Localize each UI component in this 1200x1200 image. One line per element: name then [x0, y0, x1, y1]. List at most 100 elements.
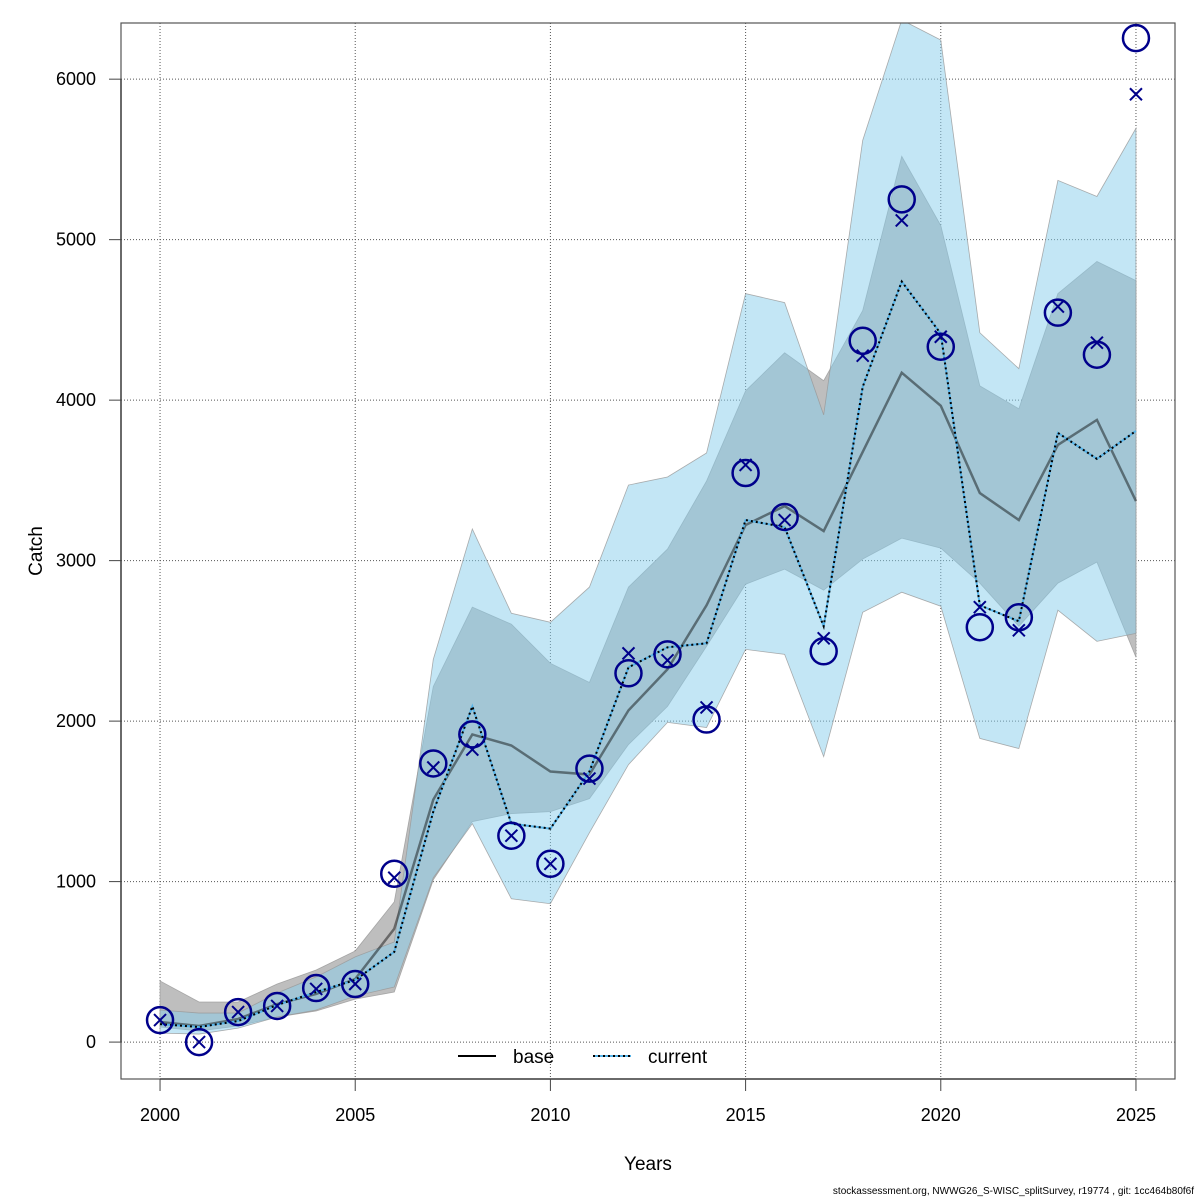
observed-point: [965, 612, 995, 642]
line-base: [159, 370, 1138, 1028]
predicted-cross-stroke: [660, 653, 675, 667]
predicted-cross-stroke: [816, 631, 831, 646]
predicted-cross-stroke: [1051, 299, 1065, 314]
observed-point: [770, 502, 799, 532]
predicted-cross-stroke: [777, 513, 792, 527]
x-tick-label: 2015: [726, 1105, 766, 1125]
predicted-cross-stroke: [270, 999, 284, 1013]
predicted-point: [387, 871, 401, 885]
predicted-cross-stroke: [504, 828, 519, 843]
predicted-cross-stroke: [582, 771, 597, 786]
predicted-point: [348, 977, 362, 991]
observed-point: [458, 720, 487, 749]
predicted-cross-stroke: [153, 1013, 167, 1027]
x-axis-title: Years: [624, 1154, 672, 1175]
predicted-cross-stroke: [348, 977, 362, 991]
y-tick-label: 5000: [56, 230, 96, 250]
observed-point: [575, 754, 604, 783]
predicted-point: [192, 1035, 206, 1049]
y-tick-label: 1000: [56, 872, 96, 892]
predicted-cross-stroke: [621, 646, 636, 661]
predicted-point: [465, 742, 480, 757]
predicted-point: [1129, 87, 1143, 101]
predicted-cross-stroke: [699, 700, 714, 715]
observed-point: [223, 997, 253, 1027]
predicted-point: [973, 600, 987, 614]
predicted-point: [777, 513, 792, 527]
predicted-point: [153, 1013, 167, 1027]
y-tick-label: 3000: [56, 551, 96, 571]
data-points: [145, 23, 1151, 1057]
predicted-point: [895, 213, 909, 228]
observed-point: [653, 640, 682, 669]
x-tick-label: 2000: [140, 1105, 180, 1125]
predicted-point: [816, 631, 831, 646]
predicted-point: [934, 330, 948, 344]
y-axis-title: Catch: [26, 526, 47, 576]
legend-base-label: base: [513, 1047, 554, 1068]
line-current-underlay: [159, 279, 1137, 1029]
observed-point: [419, 749, 448, 778]
predicted-cross-stroke: [231, 1005, 245, 1019]
observed-point: [1121, 23, 1151, 53]
y-tick-label: 4000: [56, 390, 96, 410]
axes: 2000 2005 2010 2015 2020 2025 0 1000 2000 3000 400…: [56, 69, 1156, 1125]
predicted-point: [504, 828, 519, 843]
predicted-cross-stroke: [387, 871, 401, 885]
predicted-cross-stroke: [738, 458, 753, 472]
predicted-cross-stroke: [1129, 87, 1143, 101]
predicted-cross-stroke: [934, 330, 948, 344]
predicted-point: [621, 646, 636, 661]
predicted-cross-stroke: [1090, 335, 1104, 350]
observed-point: [614, 659, 643, 688]
predicted-point: [1012, 623, 1026, 637]
footer-credit: stockassessment.org, NWWG26_S-WISC_split…: [832, 1186, 1194, 1197]
x-tick-label: 2010: [530, 1105, 570, 1125]
x-tick-label: 2005: [335, 1105, 375, 1125]
observed-point: [926, 332, 956, 361]
predicted-cross-stroke: [543, 857, 558, 871]
predicted-point: [270, 999, 284, 1013]
y-tick-label: 6000: [56, 69, 96, 89]
predicted-cross-stroke: [465, 742, 480, 757]
legend-current-label: current: [648, 1047, 708, 1068]
predicted-point: [309, 982, 323, 996]
predicted-point: [1090, 335, 1104, 350]
observed-point: [848, 326, 877, 356]
predicted-cross-stroke: [309, 982, 323, 996]
observed-point: [497, 821, 526, 850]
predicted-cross-stroke: [973, 600, 987, 614]
predicted-point: [582, 771, 597, 786]
observed-point: [887, 185, 916, 214]
observed-point: [145, 1005, 175, 1035]
predicted-point: [231, 1005, 245, 1019]
observed-point: [731, 458, 760, 488]
observed-point: [536, 849, 565, 879]
predicted-cross-stroke: [895, 213, 909, 228]
predicted-point: [426, 760, 441, 775]
observed-point: [262, 991, 292, 1021]
predicted-point: [699, 700, 714, 715]
legend: base current: [458, 1047, 708, 1068]
predicted-point: [543, 857, 558, 871]
observed-point: [184, 1027, 214, 1057]
x-tick-label: 2025: [1116, 1105, 1156, 1125]
predicted-cross-stroke: [426, 760, 441, 775]
predicted-point: [738, 458, 753, 472]
confidence-bands: [159, 23, 1137, 1035]
observed-point: [340, 969, 370, 999]
series-lines: [159, 279, 1138, 1029]
predicted-cross-stroke: [192, 1035, 206, 1049]
observed-point: [1043, 298, 1073, 327]
band-current: [159, 23, 1137, 1035]
predicted-point: [1051, 299, 1065, 314]
predicted-cross-stroke: [855, 348, 870, 363]
x-tick-label: 2020: [921, 1105, 961, 1125]
observed-point: [380, 859, 409, 888]
predicted-cross-stroke: [1012, 623, 1026, 637]
y-tick-label: 2000: [56, 711, 96, 731]
observed-point: [301, 973, 331, 1003]
predicted-point: [855, 348, 870, 363]
predicted-point: [660, 653, 675, 667]
